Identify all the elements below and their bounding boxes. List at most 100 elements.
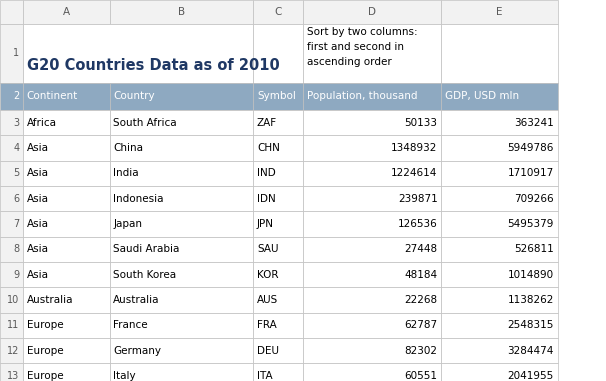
Text: first and second in: first and second in [307,42,404,52]
Text: 48184: 48184 [404,270,438,280]
Bar [0,161,23,186]
Text: 50133: 50133 [405,118,438,128]
Bar [0,262,23,288]
Text: 709266: 709266 [514,194,554,204]
Bar [303,161,441,186]
Text: 1348932: 1348932 [391,143,438,153]
Text: JPN: JPN [257,219,274,229]
Bar [441,186,558,211]
Bar [23,136,110,161]
Text: CHN: CHN [257,143,280,153]
Text: Sort by two columns:: Sort by two columns: [307,27,418,37]
Bar [253,211,303,237]
Text: ITA: ITA [257,371,273,381]
Text: 239871: 239871 [398,194,438,204]
Text: India: India [113,168,139,178]
Text: 4: 4 [13,143,19,153]
Text: AUS: AUS [257,295,278,305]
Bar [253,363,303,381]
Bar [0,313,23,338]
Text: 7: 7 [13,219,19,229]
Bar [110,237,253,262]
Text: 62787: 62787 [404,320,438,330]
Text: 22268: 22268 [404,295,438,305]
Bar [303,211,441,237]
Text: ZAF: ZAF [257,118,277,128]
Bar [441,338,558,363]
Text: Asia: Asia [27,143,48,153]
Bar [441,83,558,110]
Bar [253,262,303,288]
Bar [0,338,23,363]
Text: FRA: FRA [257,320,277,330]
Bar [253,313,303,338]
Text: A: A [63,7,70,17]
Bar [110,110,253,136]
Bar [303,363,441,381]
Text: 82302: 82302 [405,346,438,356]
Text: G20 Countries Data as of 2010: G20 Countries Data as of 2010 [27,58,279,73]
Bar [110,262,253,288]
Bar [303,110,441,136]
Text: South Korea: South Korea [113,270,176,280]
Bar [110,161,253,186]
Text: Europe: Europe [27,346,63,356]
Text: Saudi Arabia: Saudi Arabia [113,245,180,255]
Bar [110,288,253,313]
Bar [253,110,303,136]
Text: Japan: Japan [113,219,142,229]
Bar [110,186,253,211]
Bar [23,338,110,363]
Bar [110,338,253,363]
Bar [303,338,441,363]
Text: 6: 6 [13,194,19,204]
Bar [23,161,110,186]
Bar [23,0,110,24]
Bar [303,83,441,110]
Bar [253,288,303,313]
Text: Europe: Europe [27,371,63,381]
Bar [23,262,110,288]
Bar [23,24,253,83]
Text: Continent: Continent [27,91,78,101]
Text: 1014890: 1014890 [508,270,554,280]
Text: 526811: 526811 [514,245,554,255]
Bar [303,186,441,211]
Text: 60551: 60551 [405,371,438,381]
Text: Africa: Africa [27,118,57,128]
Text: C: C [275,7,282,17]
Bar [23,186,110,211]
Text: Population, thousand: Population, thousand [307,91,417,101]
Text: 3284474: 3284474 [507,346,554,356]
Bar [303,24,441,83]
Bar [441,237,558,262]
Bar [0,24,23,83]
Bar [23,110,110,136]
Text: Australia: Australia [113,295,160,305]
Text: 3: 3 [13,118,19,128]
Bar [0,288,23,313]
Text: 2041955: 2041955 [508,371,554,381]
Text: Europe: Europe [27,320,63,330]
Bar [303,288,441,313]
Bar [441,24,558,83]
Text: IDN: IDN [257,194,276,204]
Text: DEU: DEU [257,346,279,356]
Bar [253,237,303,262]
Text: 11: 11 [7,320,19,330]
Text: 2548315: 2548315 [507,320,554,330]
Bar [253,186,303,211]
Bar [23,288,110,313]
Text: 126536: 126536 [398,219,438,229]
Text: 12: 12 [7,346,19,356]
Text: 1138262: 1138262 [507,295,554,305]
Text: Asia: Asia [27,245,48,255]
Bar [110,136,253,161]
Bar [253,161,303,186]
Bar [0,186,23,211]
Bar [441,288,558,313]
Bar [441,136,558,161]
Text: 5: 5 [13,168,19,178]
Text: China: China [113,143,144,153]
Bar [23,83,110,110]
